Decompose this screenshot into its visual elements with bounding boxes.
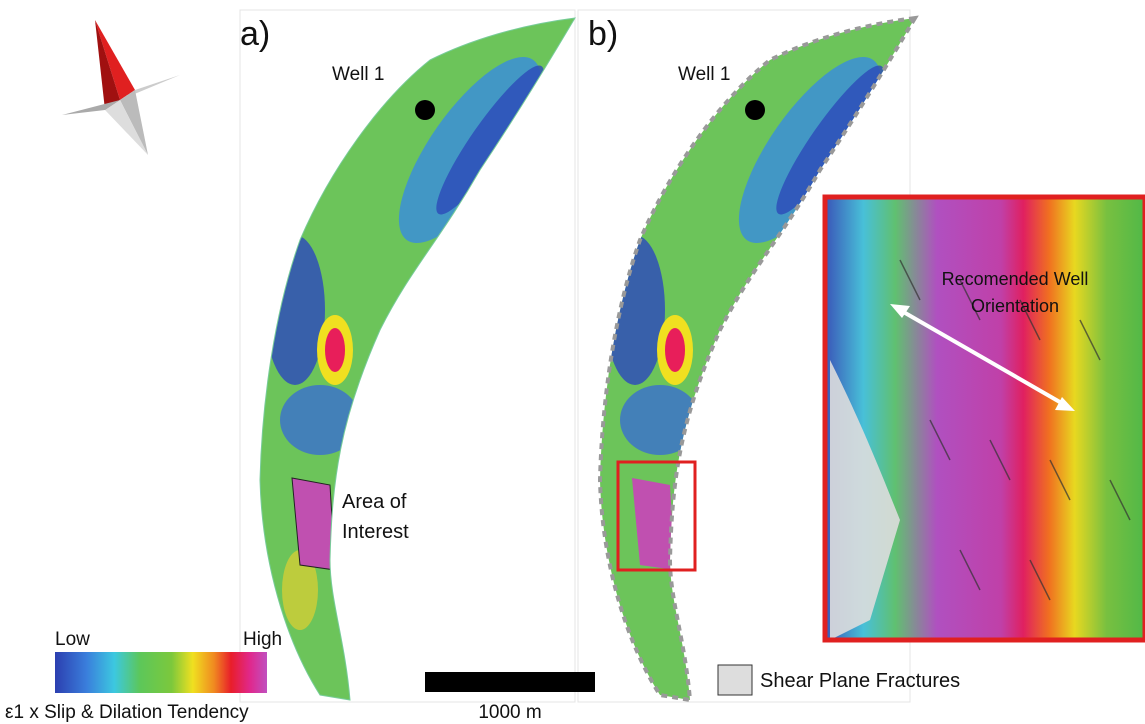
well-marker [745,100,765,120]
well-marker [415,100,435,120]
panel-label: a) [240,15,270,53]
well-label: Well 1 [678,64,730,85]
annotation: Interest [342,521,409,543]
annotation: Area of [342,491,407,513]
colorbar-high: High [243,629,282,650]
legend-label: Shear Plane Fractures [760,670,960,692]
well-label: Well 1 [332,64,384,85]
scale-bar [425,672,595,692]
colorbar-low: Low [55,629,90,650]
compass [62,20,180,155]
legend-swatch [718,665,752,695]
scale-label: 1000 m [478,702,541,723]
panel-label: b) [588,15,618,53]
figure: a) b) Well 1 Well 1 Area of Interest Rec… [0,0,1145,724]
inset-annotation: Recomended Well [942,269,1089,289]
inset-annotation: Orientation [971,296,1059,316]
map-a [240,10,580,710]
colorbar-title: ε1 x Slip & Dilation Tendency [5,702,249,723]
colorbar [55,652,267,693]
inset [825,197,1145,640]
